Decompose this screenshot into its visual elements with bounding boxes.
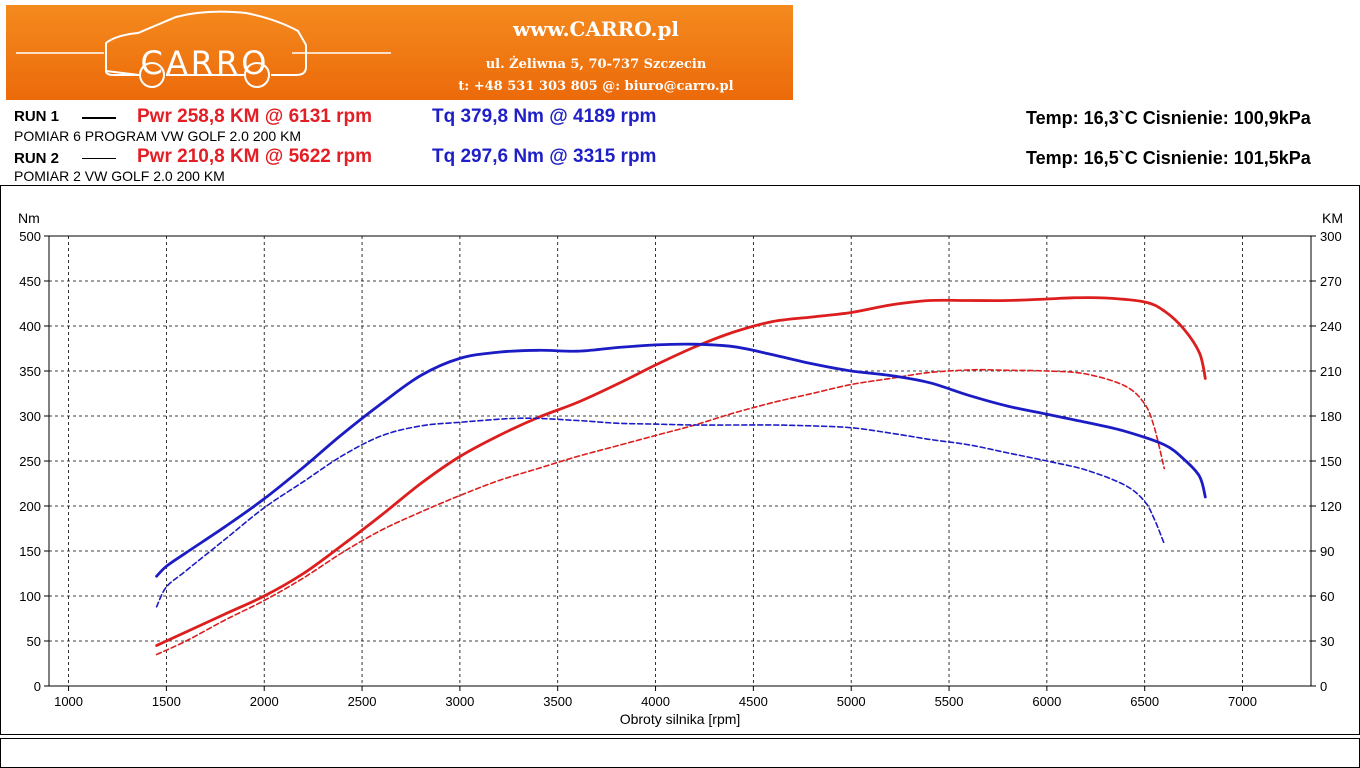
- right-tick-label: 270: [1320, 274, 1342, 289]
- plot-area-border: [48, 235, 1312, 687]
- x-tick-label: 6000: [1032, 694, 1061, 709]
- x-tick-label: 2000: [250, 694, 279, 709]
- run-1-conditions: Temp: 16,3`C Cisnienie: 100,9kPa: [1026, 108, 1311, 128]
- x-tick-label: 7000: [1228, 694, 1257, 709]
- left-tick-label: 300: [19, 409, 41, 424]
- x-tick-label: 1000: [54, 694, 83, 709]
- left-tick-label: 50: [27, 634, 41, 649]
- left-tick-label: 200: [19, 499, 41, 514]
- run-1-power-curve: [155, 296, 1207, 647]
- right-tick-label: 60: [1320, 589, 1334, 604]
- run-2-torque: Tq 297,6 Nm @ 3315 rpm: [432, 146, 657, 167]
- left-axis-label: Nm: [18, 210, 40, 226]
- run-2-torque-curve: [155, 417, 1166, 608]
- x-tick-label: 5000: [837, 694, 866, 709]
- run-1-label: RUN 1: [14, 108, 60, 125]
- run-2-power: Pwr 210,8 KM @ 5622 rpm: [137, 146, 373, 167]
- carro-logo: CARRO: [16, 10, 391, 88]
- left-tick-label: 450: [19, 274, 41, 289]
- x-tick-label: 3000: [445, 694, 474, 709]
- x-tick-label: 6500: [1130, 694, 1159, 709]
- contact-info: t: +48 531 303 805 @: biuro@carro.pl: [458, 79, 734, 94]
- run-2-conditions: Temp: 16,5`C Cisnienie: 101,5kPa: [1026, 148, 1311, 168]
- right-tick-label: 120: [1320, 499, 1342, 514]
- left-tick-label: 500: [19, 229, 41, 244]
- run-2-description: POMIAR 2 VW GOLF 2.0 200 KM: [14, 168, 225, 184]
- run-1-power: Pwr 258,8 KM @ 6131 rpm: [137, 106, 373, 127]
- right-tick-label: 180: [1320, 409, 1342, 424]
- address: ul. Żeliwna 5, 70-737 Szczecin: [485, 57, 707, 72]
- logo-text: CARRO: [141, 44, 270, 82]
- right-tick-label: 0: [1320, 679, 1327, 694]
- x-tick-label: 3500: [543, 694, 572, 709]
- x-tick-label: 1500: [152, 694, 181, 709]
- left-tick-label: 150: [19, 544, 41, 559]
- run-2-label: RUN 2: [14, 150, 60, 167]
- header-banner: CARRO www.CARRO.pl ul. Żeliwna 5, 70-737…: [6, 5, 793, 100]
- run-1-torque: Tq 379,8 Nm @ 4189 rpm: [432, 106, 657, 127]
- run-2-line-swatch: [82, 158, 116, 159]
- x-tick-label: 4500: [739, 694, 768, 709]
- run-1-line-swatch: [82, 117, 116, 119]
- x-tick-label: 4000: [641, 694, 670, 709]
- right-tick-label: 240: [1320, 319, 1342, 334]
- x-axis-label: Obroty silnika [rpm]: [620, 711, 741, 727]
- right-tick-label: 90: [1320, 544, 1334, 559]
- right-tick-label: 30: [1320, 634, 1334, 649]
- x-tick-label: 5500: [935, 694, 964, 709]
- left-tick-label: 400: [19, 319, 41, 334]
- left-tick-label: 0: [34, 679, 41, 694]
- run-2-power-curve: [155, 368, 1166, 656]
- run-1-torque-curve: [155, 342, 1207, 578]
- right-tick-label: 210: [1320, 364, 1342, 379]
- footer-box: [0, 738, 1360, 768]
- run-1-description: POMIAR 6 PROGRAM VW GOLF 2.0 200 KM: [14, 128, 302, 144]
- left-tick-label: 250: [19, 454, 41, 469]
- site-url[interactable]: www.CARRO.pl: [512, 17, 680, 41]
- x-tick-label: 2500: [348, 694, 377, 709]
- left-tick-label: 350: [19, 364, 41, 379]
- right-axis-label: KM: [1322, 210, 1343, 226]
- right-tick-label: 300: [1320, 229, 1342, 244]
- left-tick-label: 100: [19, 589, 41, 604]
- right-tick-label: 150: [1320, 454, 1342, 469]
